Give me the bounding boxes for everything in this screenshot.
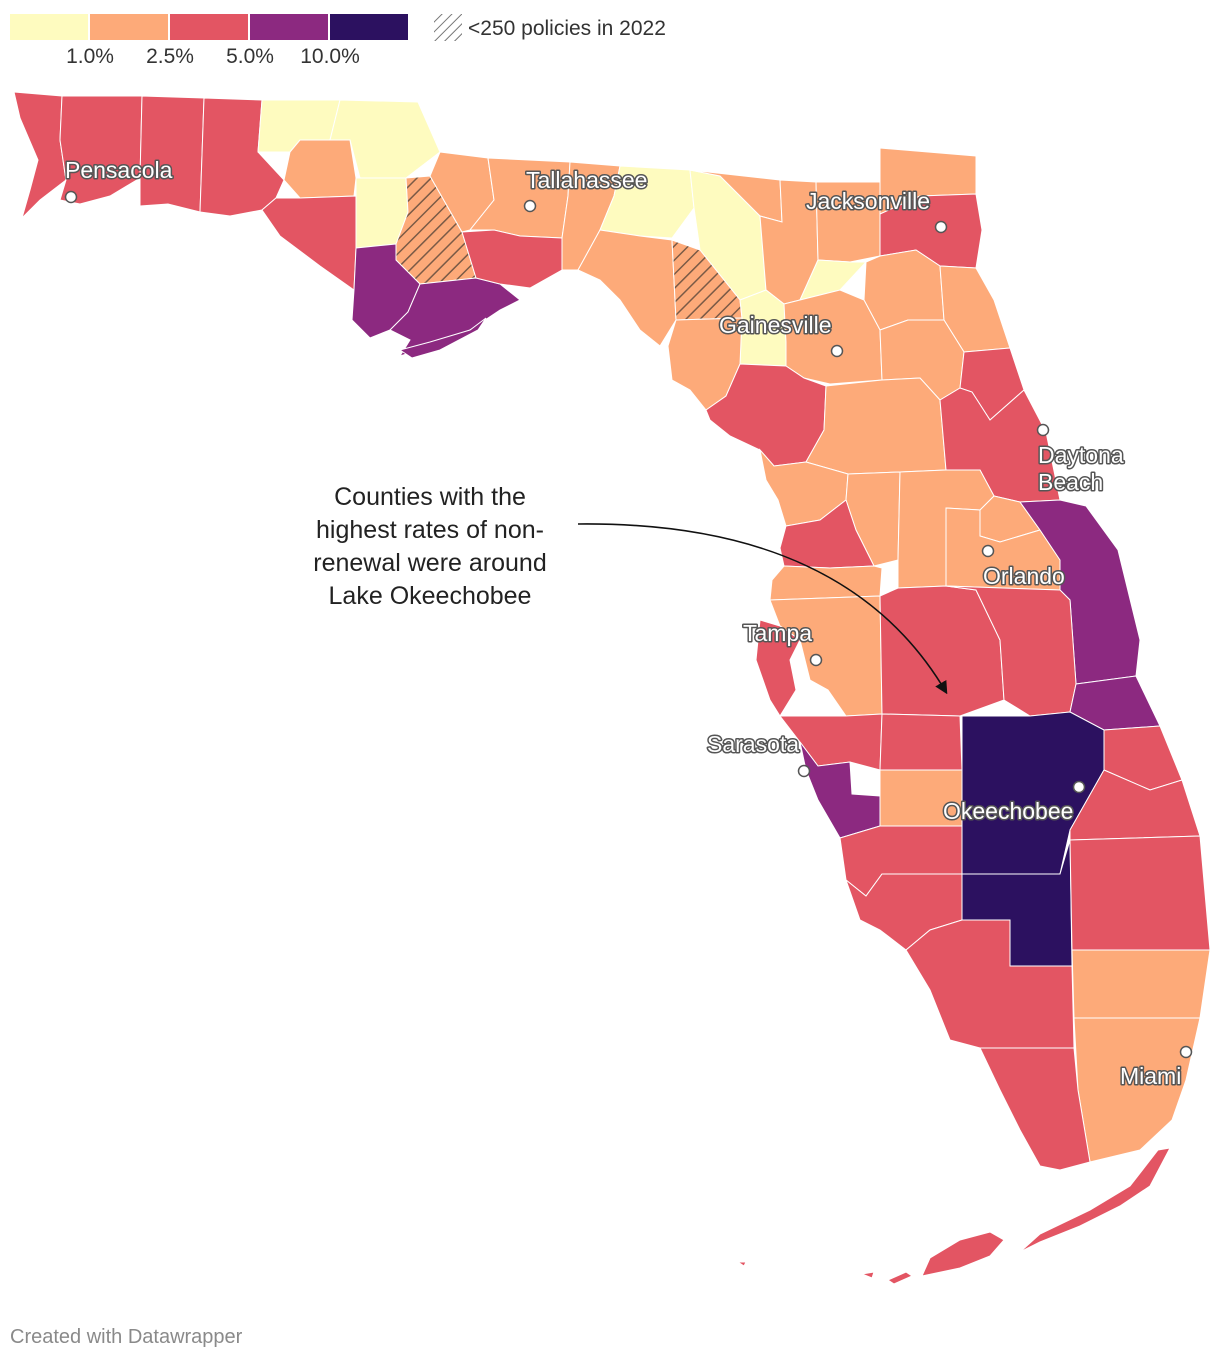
- county-clay: [863, 249, 945, 331]
- label-tampa: Tampa: [743, 620, 812, 646]
- marker-orlando: [981, 544, 995, 558]
- legend-threshold-1: 1.0%: [66, 45, 114, 68]
- legend-threshold-4: 10.0%: [300, 45, 360, 68]
- label-miami: Miami: [1120, 1063, 1181, 1089]
- label-pensacola: Pensacola: [65, 157, 173, 183]
- annotation-line-4: Lake Okeechobee: [329, 582, 532, 610]
- county-santa-rosa: [59, 95, 143, 205]
- annotation-line-1: Counties with the: [334, 483, 526, 511]
- marker-sarasota: [797, 764, 811, 778]
- county-washington: [283, 139, 357, 199]
- county-layer: [13, 91, 1211, 1285]
- county-key-west: [860, 1271, 875, 1279]
- annotation: Counties with the highest rates of non- …: [313, 483, 948, 695]
- credit-text: Created with Datawrapper: [10, 1326, 243, 1348]
- county-okaloosa: [139, 95, 205, 213]
- label-okeechobee: Okeechobee: [943, 798, 1073, 824]
- hatch-legend-label: <250 policies in 2022: [468, 17, 666, 40]
- city-markers: [64, 190, 1193, 1059]
- annotation-arrow: [577, 523, 948, 695]
- county-hardee: [879, 713, 963, 771]
- county-lower-keys: [886, 1271, 914, 1285]
- marker-okeechobee: [1072, 780, 1086, 794]
- county-union-bradford: [799, 259, 868, 301]
- label-gainesville: Gainesville: [719, 312, 832, 338]
- marker-tallahassee: [523, 199, 537, 213]
- marker-gainesville: [830, 344, 844, 358]
- marker-miami: [1179, 1045, 1193, 1059]
- label-daytona-line1: Daytona: [1038, 442, 1124, 468]
- label-orlando: Orlando: [983, 563, 1065, 589]
- legend-swatch-bin-3: [170, 14, 248, 40]
- annotation-line-2: highest rates of non-: [316, 516, 544, 544]
- county-miami-dade: [1073, 1017, 1201, 1163]
- label-sarasota: Sarasota: [707, 731, 799, 757]
- legend: 1.0% 2.5% 5.0% 10.0% <250 policies in 20…: [10, 14, 666, 68]
- county-broward: [1071, 949, 1211, 1019]
- county-bay: [261, 195, 357, 291]
- county-key-largo: [921, 1231, 1005, 1277]
- legend-swatch-bin-2: [90, 14, 168, 40]
- marker-tampa: [809, 653, 823, 667]
- county-dog-island: [398, 317, 487, 359]
- county-florida-keys: [1019, 1147, 1171, 1253]
- city-labels: Pensacola Tallahassee Jacksonville Gaine…: [64, 156, 1183, 1091]
- county-escambia: [13, 91, 67, 220]
- hatch-legend-swatch: [434, 14, 462, 41]
- annotation-line-3: renewal were around: [313, 549, 546, 577]
- county-palm-beach: [1069, 835, 1211, 951]
- county-baker: [815, 181, 881, 263]
- county-monroe-mainland: [979, 1047, 1091, 1171]
- county-pasco: [769, 565, 883, 601]
- county-pinellas: [755, 619, 801, 717]
- marker-jacksonville: [934, 220, 948, 234]
- county-dry-tortugas: [736, 1261, 747, 1267]
- legend-threshold-2: 2.5%: [146, 45, 194, 68]
- legend-swatch-bin-4: [250, 14, 328, 40]
- county-marion: [805, 377, 947, 475]
- label-daytona-line2: Beach: [1038, 469, 1103, 495]
- county-taylor: [577, 229, 677, 347]
- marker-daytona-beach: [1036, 423, 1050, 437]
- legend-swatch-bin-5: [330, 14, 408, 40]
- legend-swatch-bin-1: [10, 14, 88, 40]
- label-jacksonville: Jacksonville: [806, 188, 930, 214]
- label-tallahassee: Tallahassee: [526, 167, 647, 193]
- legend-threshold-3: 5.0%: [226, 45, 274, 68]
- marker-pensacola: [64, 190, 78, 204]
